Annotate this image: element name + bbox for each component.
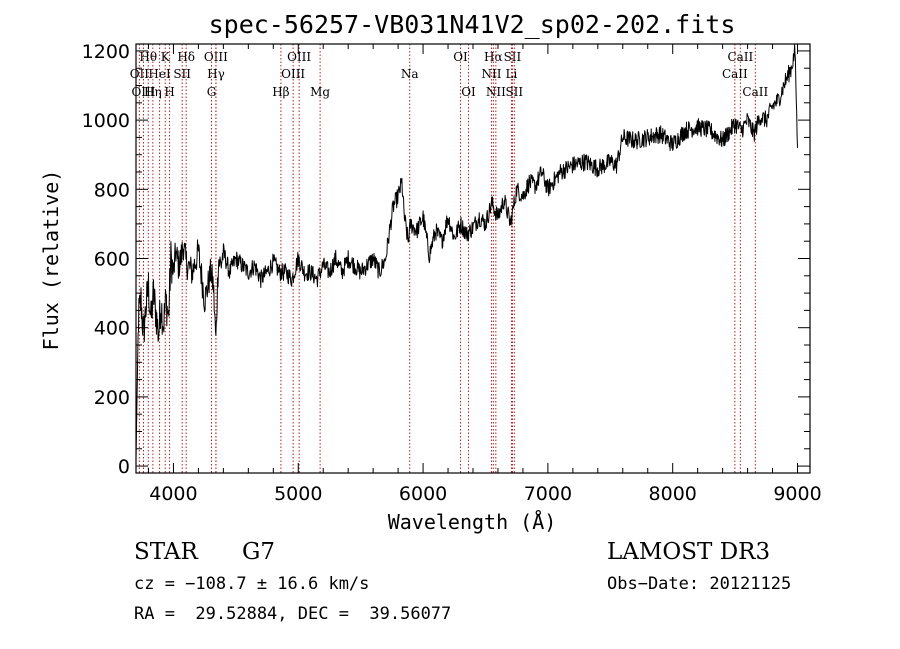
x-tick-label: 9000 <box>773 483 821 505</box>
spectral-line-label: OIII <box>287 50 311 64</box>
spectral-line-label: CaII <box>727 50 753 64</box>
spectral-line-label: OI <box>453 50 468 64</box>
y-tick-label: 400 <box>94 318 130 340</box>
axis-ticks: 4000 5000 6000 7000 8000 9000 0 200 400 600 800 100… <box>82 41 822 505</box>
x-axis-label: Wavelength (Å) <box>388 510 557 534</box>
flux-line <box>135 44 798 460</box>
spectral-line-label: OII <box>130 67 150 81</box>
coordinates: RA = 29.52884, DEC = 39.56077 <box>134 604 452 624</box>
observation-date: Obs−Date: 20121125 <box>607 574 792 594</box>
x-tick-label: 5000 <box>274 483 322 505</box>
x-tick-label: 6000 <box>399 483 447 505</box>
survey-name: LAMOST DR3 <box>607 539 771 565</box>
spectral-line-label: OIII <box>281 67 305 81</box>
spectral-line-label: SII <box>505 85 523 99</box>
spectral-line-label: NII <box>481 67 501 81</box>
y-tick-label: 800 <box>94 179 130 201</box>
spectral-line-label: Li <box>506 67 518 81</box>
object-class: STAR <box>134 539 198 565</box>
x-tick-label: 4000 <box>149 483 197 505</box>
spectral-line-label: Hγ <box>207 67 225 81</box>
spectral-line-label: SII <box>173 67 191 81</box>
spectral-line-label: Hβ <box>272 85 289 99</box>
y-tick-label: 0 <box>118 456 130 478</box>
y-tick-label: 200 <box>94 387 130 409</box>
redshift-cz: cz = −108.7 ± 16.6 km/s <box>134 574 370 594</box>
spectral-line-label: OIII <box>204 50 228 64</box>
spectral-line-label: OI <box>461 85 476 99</box>
spectral-line-label: NII <box>486 85 506 99</box>
y-tick-label: 600 <box>94 249 130 271</box>
spectral-line-label: SII <box>504 50 522 64</box>
spectral-line-label: Hα <box>484 50 503 64</box>
x-tick-label: 7000 <box>524 483 572 505</box>
chart-title: spec-56257-VB031N41V2_sp02-202.fits <box>209 10 736 39</box>
spectral-line-label: Hθ <box>139 50 157 64</box>
spectral-line-label: CaII <box>722 67 748 81</box>
spectral-line-label: H <box>164 85 174 99</box>
spectral-line-label: Hδ <box>177 50 195 64</box>
spectral-line-label: CaII <box>742 85 768 99</box>
spectral-line-label: K <box>161 50 171 64</box>
x-tick-label: 8000 <box>649 483 697 505</box>
spectral-line-label: OIII <box>131 85 155 99</box>
spectral-line-label: Hη <box>144 85 162 99</box>
spectral-line-label: Mg <box>310 85 330 99</box>
spectral-line-label: Na <box>401 67 419 81</box>
spectrum-series <box>135 44 798 460</box>
y-axis-label: Flux (relative) <box>39 170 63 351</box>
y-tick-label: 1000 <box>82 110 130 132</box>
object-subclass: G7 <box>242 539 276 565</box>
spectral-line-label: G <box>207 85 217 99</box>
spectral-line-label: HeI <box>148 67 171 81</box>
y-tick-label: 1200 <box>82 41 130 63</box>
